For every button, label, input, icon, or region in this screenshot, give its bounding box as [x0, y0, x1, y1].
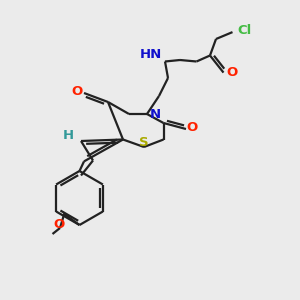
Text: N: N — [150, 107, 161, 121]
Text: O: O — [71, 85, 82, 98]
Text: S: S — [139, 136, 148, 149]
Text: O: O — [186, 121, 197, 134]
Text: Cl: Cl — [237, 23, 251, 37]
Text: H: H — [62, 129, 74, 142]
Text: O: O — [53, 218, 64, 232]
Text: HN: HN — [140, 47, 162, 61]
Text: O: O — [226, 65, 238, 79]
